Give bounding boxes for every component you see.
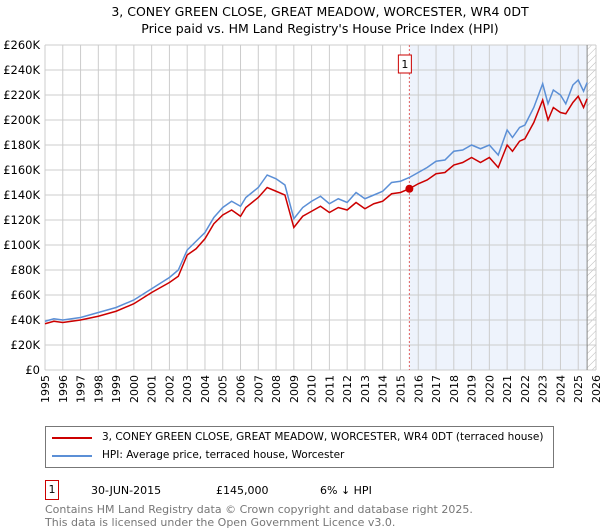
y-tick-label: £220K (3, 88, 40, 102)
y-tick-label: £40K (11, 313, 41, 327)
x-tick-label: 2011 (323, 375, 336, 403)
x-tick-label: 2005 (217, 375, 230, 403)
hpi-series-line (44, 78, 588, 322)
legend-item-property: 3, CONEY GREEN CLOSE, GREAT MEADOW, WORC… (52, 431, 543, 444)
legend-label: HPI: Average price, terraced house, Worc… (102, 449, 345, 461)
y-tick-label: £240K (3, 63, 40, 77)
transaction-price: £145,000 (216, 484, 269, 497)
y-tick-label: £100K (3, 238, 40, 252)
transaction-hpi-diff: 6% ↓ HPI (320, 484, 372, 497)
property-series-line (44, 94, 588, 325)
x-tick-label: 1996 (57, 375, 70, 403)
x-tick-label: 2019 (466, 375, 479, 403)
transaction-badge: 1 (45, 480, 59, 500)
footer-line-1: Contains HM Land Registry data © Crown c… (45, 503, 473, 516)
x-tick-label: 2023 (537, 375, 550, 403)
x-tick-label: 1999 (110, 375, 123, 403)
x-tick-label: 2010 (306, 375, 319, 403)
y-tick-label: £200K (3, 113, 40, 127)
x-tick-label: 2018 (448, 375, 461, 403)
y-tick-label: £180K (3, 138, 40, 152)
x-tick-label: 2015 (394, 375, 407, 403)
x-tick-label: 2004 (199, 375, 212, 403)
chart-subtitle: Price paid vs. HM Land Registry's House … (141, 21, 499, 36)
price-chart: 1995 1996 1997 1998 1999 2000 2001 2002 2003 2004… (3, 38, 600, 403)
x-tick-label: 2021 (501, 375, 514, 403)
x-tick-label: 2024 (554, 375, 567, 403)
x-tick-label: 1997 (75, 375, 88, 403)
blue-line-swatch (52, 454, 92, 457)
y-tick-label: £60K (11, 288, 41, 302)
legend-item-hpi: HPI: Average price, terraced house, Worc… (52, 449, 344, 462)
legend: 3, CONEY GREEN CLOSE, GREAT MEADOW, WORC… (45, 426, 554, 468)
y-tick-label: £120K (3, 213, 40, 227)
sale-label-box (397, 54, 412, 74)
hatched-region (587, 45, 596, 370)
footer-line-2: This data is licensed under the Open Gov… (45, 516, 396, 529)
x-tick-label: 2001 (146, 375, 159, 403)
x-tick-label: 2016 (412, 375, 425, 403)
x-tick-label: 2026 (590, 375, 600, 403)
x-tick-label: 2014 (377, 375, 390, 403)
x-tick-label: 2006 (235, 375, 248, 403)
sale-point (405, 184, 414, 193)
x-tick-label: 2009 (288, 375, 301, 403)
y-tick-label: £140K (3, 188, 40, 202)
x-tick-label: 2003 (181, 375, 194, 403)
x-tick-label: 2020 (483, 375, 496, 403)
transaction-date: 30-JUN-2015 (91, 484, 162, 497)
shaded-region (409, 45, 588, 370)
y-tick-label: £20K (11, 338, 41, 352)
x-tick-label: 2013 (359, 375, 372, 403)
x-tick-label: 2025 (572, 375, 585, 403)
x-tick-label: 2012 (341, 375, 354, 403)
red-line-swatch (52, 436, 92, 439)
x-tick-label: 2008 (270, 375, 283, 403)
y-tick-label: £260K (3, 38, 40, 52)
x-tick-label: 2007 (252, 375, 265, 403)
x-tick-label: 2002 (163, 375, 176, 403)
x-tick-label: 2022 (519, 375, 532, 403)
x-tick-label: 1998 (92, 375, 105, 403)
y-tick-label: £80K (11, 263, 41, 277)
x-tick-label: 2017 (430, 375, 443, 403)
y-tick-label: £160K (3, 163, 40, 177)
sale-label: 1 (401, 58, 408, 71)
legend-label: 3, CONEY GREEN CLOSE, GREAT MEADOW, WORC… (102, 431, 544, 443)
y-tick-label: £0 (25, 363, 40, 377)
x-tick-label: 1995 (39, 375, 52, 403)
x-tick-label: 2000 (128, 375, 141, 403)
footer: Contains HM Land Registry data © Crown c… (45, 503, 473, 529)
chart-title: 3, CONEY GREEN CLOSE, GREAT MEADOW, WORC… (111, 4, 529, 19)
